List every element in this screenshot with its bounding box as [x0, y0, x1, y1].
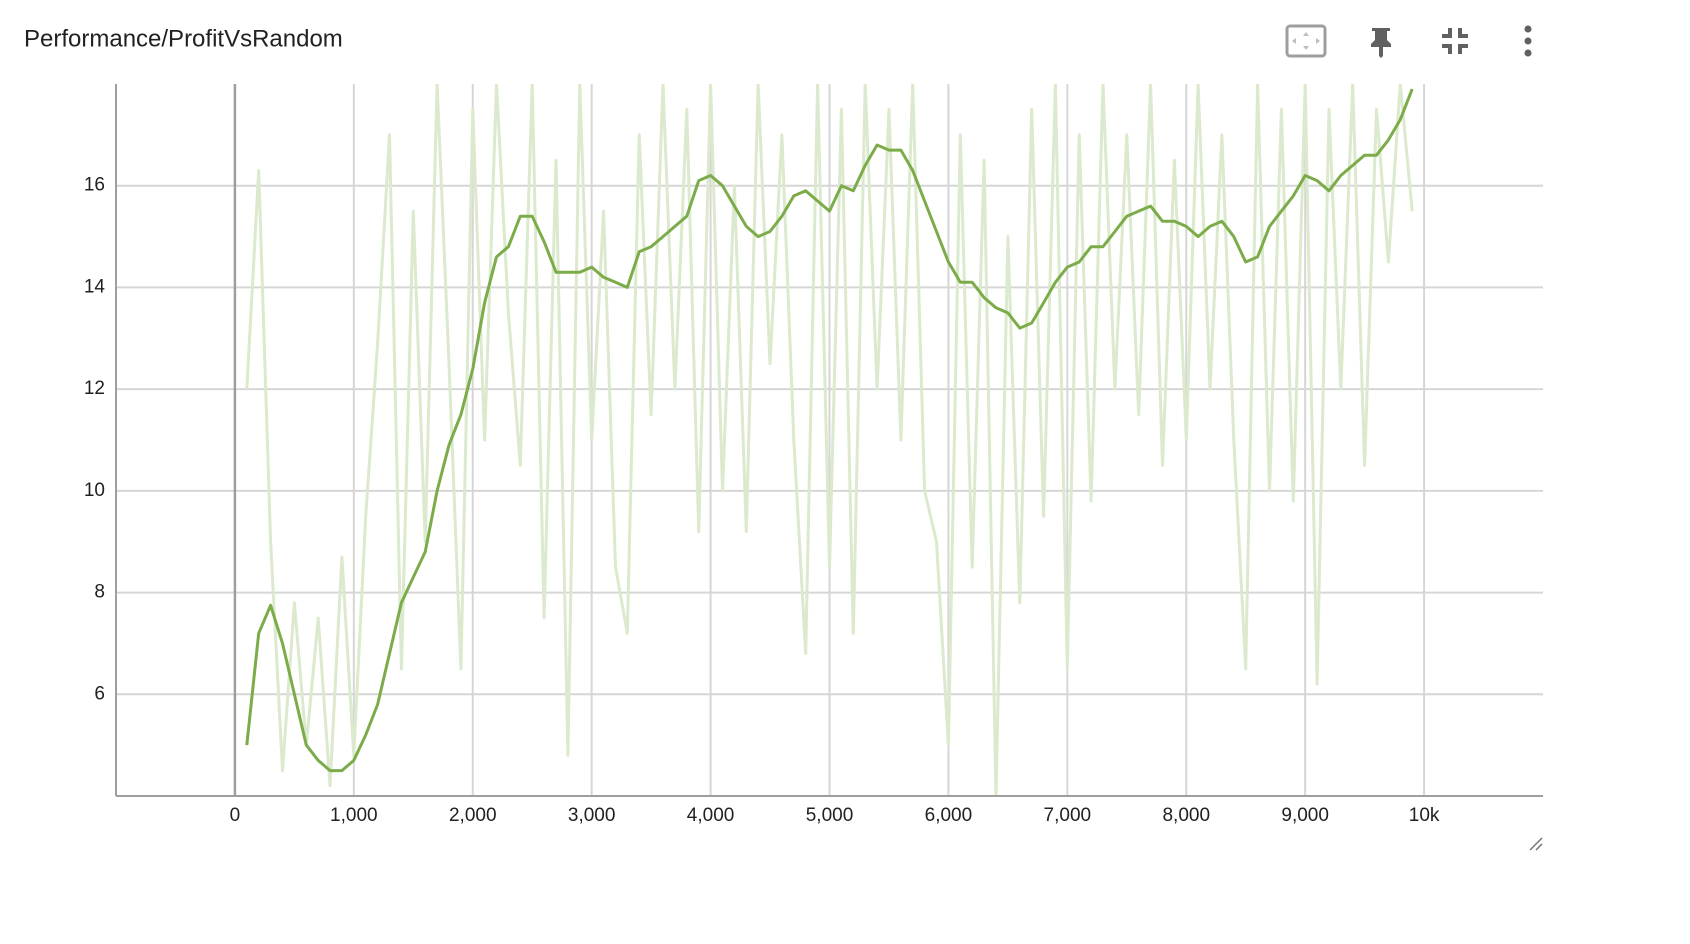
x-tick-label: 2,000: [449, 805, 497, 826]
more-menu-button[interactable]: [1524, 25, 1532, 57]
y-tick-label: 6: [94, 683, 105, 704]
x-tick-label: 3,000: [568, 805, 616, 826]
y-tick-label: 14: [84, 276, 106, 297]
y-tick-label: 12: [84, 378, 105, 399]
y-tick-label: 10: [84, 480, 105, 501]
x-tick-label: 0: [230, 805, 241, 826]
x-tick-label: 8,000: [1162, 805, 1210, 826]
fit-domain-button[interactable]: [1285, 24, 1327, 58]
x-tick-label: 9,000: [1281, 805, 1329, 826]
pin-button[interactable]: [1371, 28, 1391, 58]
raw-line: [245, 84, 1414, 796]
toolbar: [1285, 24, 1532, 58]
plot-area: [245, 84, 1414, 796]
y-tick-label: 16: [84, 175, 105, 196]
grid: 6 8 10 12 14 16 0 1,000 2,000 3,000 4,000 5,000 6,00…: [84, 84, 1543, 826]
collapse-button[interactable]: [1442, 28, 1468, 54]
chart-title: Performance/ProfitVsRandom: [24, 25, 343, 52]
smoothed-line: [245, 88, 1414, 773]
y-tick-label: 8: [94, 582, 105, 603]
resize-handle[interactable]: [1529, 837, 1543, 851]
x-tick-label: 6,000: [925, 805, 973, 826]
axes: [115, 84, 1543, 797]
x-tick-label: 7,000: [1044, 805, 1092, 826]
x-tick-label: 10k: [1409, 805, 1440, 826]
x-tick-label: 5,000: [806, 805, 854, 826]
x-tick-label: 4,000: [687, 805, 735, 826]
x-tick-label: 1,000: [330, 805, 378, 826]
